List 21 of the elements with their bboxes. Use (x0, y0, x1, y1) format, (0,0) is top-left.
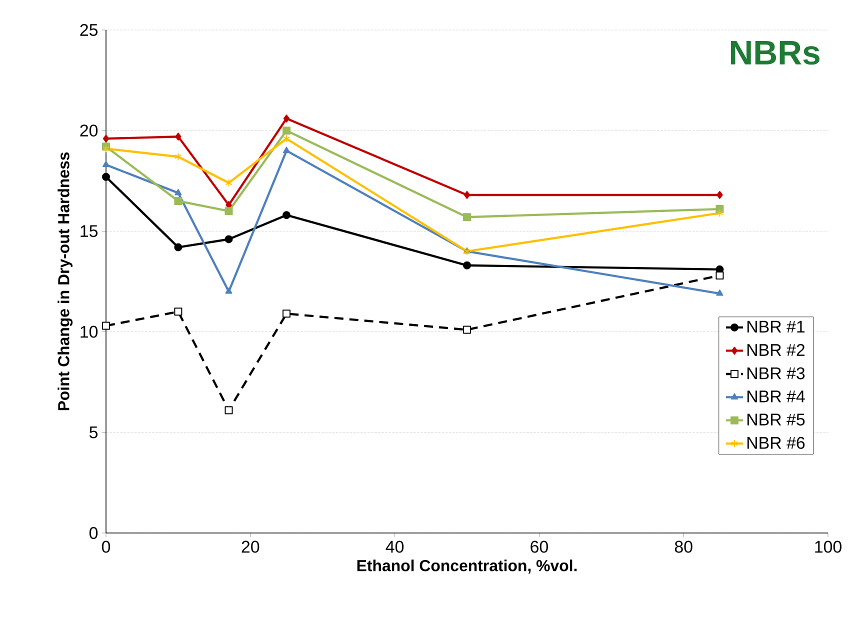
legend-label: NBR #2 (747, 344, 804, 356)
legend-label: NBR #6 (747, 436, 805, 449)
y-axis-title: Point Change in Dry-out Hardness (58, 152, 73, 410)
legend-label: NBR #1 (747, 320, 805, 333)
x-tick-label: 80 (674, 540, 692, 553)
x-tick-label: 40 (386, 540, 404, 553)
legend-label: NBR #3 (747, 367, 805, 380)
legend-label: NBR #4 (747, 390, 805, 402)
x-tick-label: 100 (815, 540, 842, 553)
legend-label: NBR #5 (747, 414, 805, 426)
chart-title: NBRs (730, 41, 820, 65)
x-axis-title: Ethanol Concentration, %vol. (357, 560, 577, 574)
y-tick-label: 25 (80, 24, 98, 36)
y-tick-label: 15 (80, 225, 98, 238)
y-tick-label: 5 (89, 426, 98, 438)
y-tick-label: 20 (80, 124, 98, 137)
y-tick-label: 10 (80, 326, 98, 338)
y-tick-label: 0 (89, 526, 98, 539)
x-tick-label: 60 (530, 540, 548, 553)
x-tick-label: 20 (242, 540, 260, 553)
x-tick-label: 0 (102, 540, 110, 553)
